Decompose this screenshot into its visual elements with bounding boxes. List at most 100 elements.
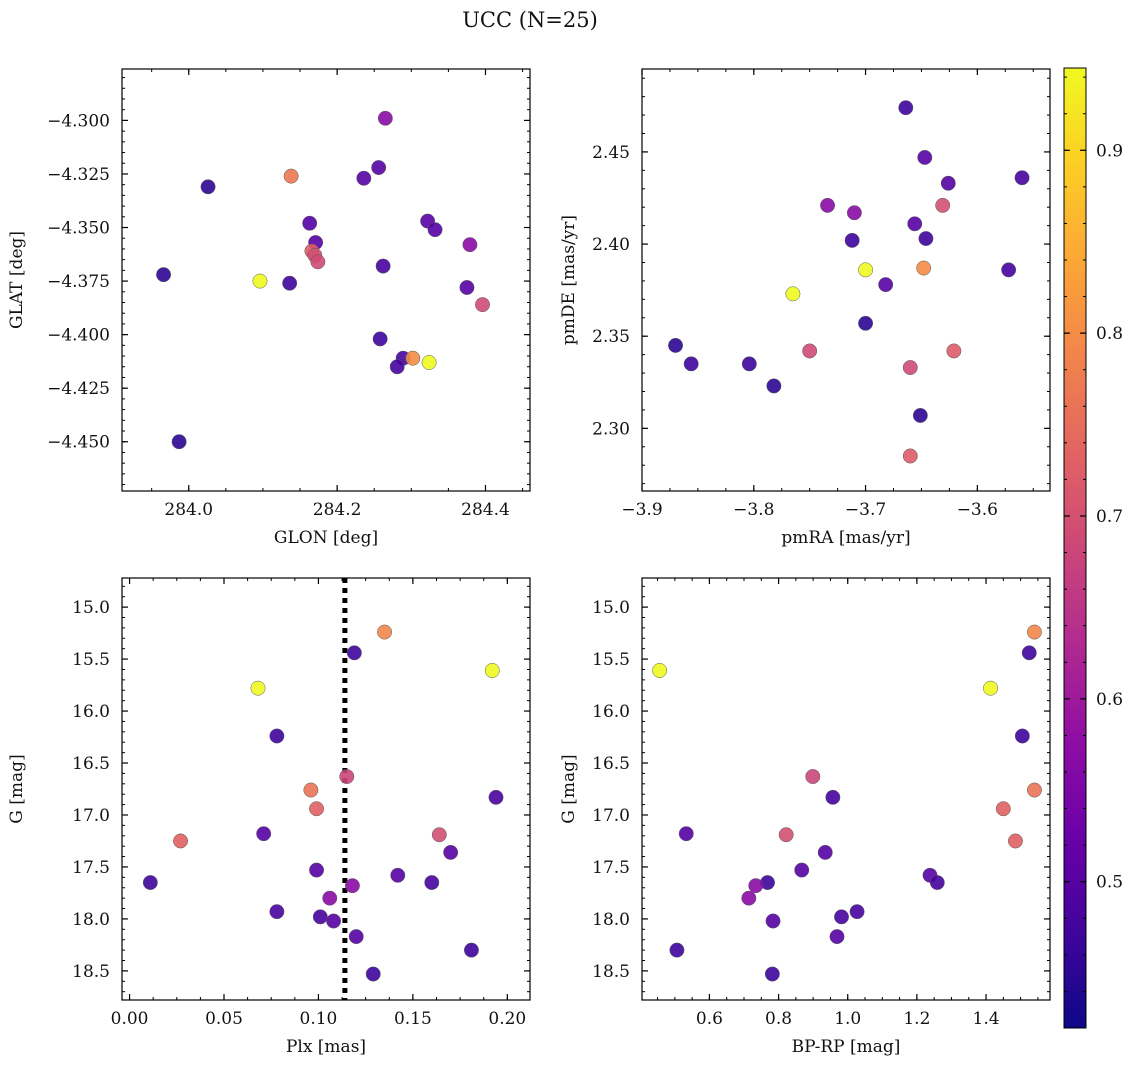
- data-point: [269, 728, 285, 744]
- data-point: [171, 434, 187, 450]
- y-tick-label: −4.325: [47, 165, 110, 185]
- y-tick-label: −4.350: [47, 219, 110, 239]
- data-point: [683, 356, 699, 372]
- data-point: [805, 769, 821, 784]
- data-point: [310, 254, 326, 270]
- y-tick-label: 16.0: [72, 702, 110, 722]
- data-point: [431, 827, 447, 843]
- x-axis-label: pmRA [mas/yr]: [781, 528, 910, 548]
- data-point: [946, 343, 962, 359]
- data-point: [462, 237, 478, 253]
- x-tick-label: −3.7: [845, 500, 886, 520]
- y-tick-label: 17.0: [592, 806, 630, 826]
- colorbar-tick-label: 0.9: [1096, 141, 1123, 161]
- colorbar-tick-label: 0.5: [1096, 873, 1123, 893]
- colorbar-tick-label: 0.7: [1096, 507, 1123, 527]
- data-point: [652, 663, 668, 678]
- data-point: [344, 878, 360, 894]
- data-point: [817, 844, 833, 860]
- y-tick-label: 17.5: [72, 858, 110, 878]
- y-axis-label: G [mag]: [559, 754, 579, 823]
- data-point: [668, 337, 683, 353]
- data-point: [794, 862, 810, 878]
- x-tick-label: 0.05: [205, 1009, 243, 1029]
- data-point: [898, 100, 914, 116]
- colorbar-tick-label: 0.8: [1096, 324, 1123, 344]
- data-point: [778, 827, 794, 843]
- data-point: [326, 913, 342, 929]
- y-tick-label: −4.400: [47, 326, 110, 346]
- data-point: [346, 645, 362, 661]
- data-point: [173, 833, 189, 849]
- data-point: [484, 663, 500, 678]
- y-tick-label: 15.0: [592, 598, 630, 618]
- data-point: [375, 258, 391, 274]
- data-point: [427, 222, 443, 238]
- data-point: [283, 168, 299, 184]
- data-point: [1021, 645, 1037, 661]
- data-point: [377, 624, 393, 640]
- data-point: [309, 801, 325, 817]
- y-axis-label: GLAT [deg]: [7, 231, 27, 329]
- data-point: [902, 360, 918, 375]
- data-point: [252, 273, 268, 289]
- x-tick-label: 1.0: [834, 1009, 861, 1029]
- data-point: [1007, 833, 1023, 849]
- colorbar-gradient: [1063, 67, 1087, 1029]
- data-point: [200, 179, 216, 195]
- y-tick-label: 2.45: [592, 143, 630, 163]
- data-point: [389, 359, 405, 375]
- data-point: [983, 680, 998, 696]
- y-axis-label: pmDE [mas/yr]: [559, 215, 579, 345]
- x-tick-label: 0.20: [488, 1009, 526, 1029]
- x-axis-label: GLON [deg]: [274, 528, 378, 548]
- axes-frame: [641, 68, 1051, 492]
- data-point: [1026, 782, 1042, 798]
- data-point: [322, 890, 338, 906]
- x-tick-label: 0.6: [696, 1009, 723, 1029]
- y-tick-label: 15.5: [72, 650, 110, 670]
- data-point: [282, 275, 298, 291]
- data-point: [312, 909, 328, 925]
- data-point: [303, 782, 319, 798]
- axes-frame: [121, 577, 531, 1001]
- panel-4: 0.6 0.8 1.0 1.2 1.4 15.0 15.5 16.0 16.5 17.0 17.5 1…: [559, 577, 1051, 1057]
- data-point: [488, 789, 504, 805]
- data-point: [902, 448, 918, 464]
- x-axis-label: Plx [mas]: [286, 1037, 366, 1057]
- data-point: [878, 277, 894, 293]
- axes-frame: [641, 577, 1051, 1001]
- axes-frame: [121, 68, 531, 492]
- y-tick-label: 2.35: [592, 327, 630, 347]
- colorbar: 0.5 0.6 0.7 0.8 0.9: [1063, 67, 1123, 1029]
- data-point: [846, 205, 862, 221]
- y-tick-label: 18.5: [72, 962, 110, 982]
- data-point: [765, 913, 781, 929]
- y-tick-label: 18.0: [72, 910, 110, 930]
- data-point: [858, 262, 874, 278]
- y-tick-label: 15.5: [592, 650, 630, 670]
- data-point: [917, 150, 933, 165]
- y-tick-label: −4.425: [47, 379, 110, 399]
- data-point: [820, 197, 836, 213]
- y-tick-label: −4.375: [47, 272, 110, 292]
- y-axis-label: G [mag]: [7, 754, 27, 823]
- data-point: [1001, 262, 1017, 278]
- data-point: [475, 297, 490, 313]
- data-point: [825, 789, 841, 805]
- data-point: [356, 170, 372, 186]
- data-point: [849, 904, 865, 920]
- y-tick-label: 17.0: [72, 806, 110, 826]
- x-tick-label: 284.2: [313, 500, 362, 520]
- y-tick-label: 2.30: [592, 419, 630, 439]
- panel-3: 0.00 0.05 0.10 0.15 0.20 15.0 15.5 16.0 16.5 17.0…: [7, 577, 531, 1057]
- x-tick-label: 1.4: [973, 1009, 1000, 1029]
- data-point: [844, 232, 860, 248]
- data-point: [912, 407, 928, 423]
- y-tick-label: 16.5: [592, 754, 630, 774]
- x-tick-label: 0.15: [394, 1009, 432, 1029]
- data-point: [1026, 624, 1042, 640]
- y-tick-label: 16.0: [592, 702, 630, 722]
- data-point: [156, 267, 171, 283]
